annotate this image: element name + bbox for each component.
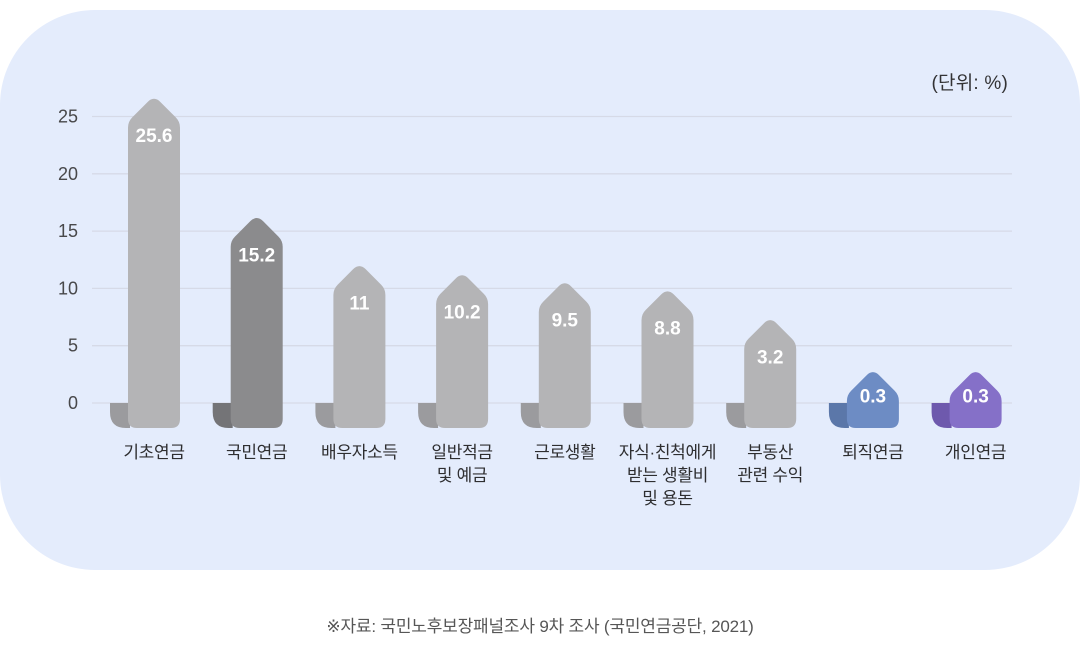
category-label: 개인연금: [901, 441, 1051, 464]
category-label: 기초연금: [79, 441, 229, 464]
bar: [846, 372, 899, 428]
category-label-line: 및 예금: [436, 466, 488, 485]
bar: [744, 320, 797, 428]
y-tick-label: 0: [68, 393, 78, 413]
category-label-line: 배우자소득: [321, 443, 398, 462]
unit-label: (단위: %): [931, 73, 1008, 94]
bar-fold: [110, 403, 130, 428]
y-tick-label: 10: [58, 278, 78, 298]
bar-fold: [828, 403, 849, 428]
category-label-line: 기초연금: [123, 443, 185, 462]
bar: [333, 266, 386, 428]
category-label-line: 근로생활: [534, 443, 596, 462]
bar-value-label: 10.2: [444, 303, 481, 324]
bar-fold: [623, 403, 644, 428]
category-label-line: 일반적금: [431, 443, 493, 462]
bar-fold: [212, 403, 233, 428]
bar-value-label: 0.3: [962, 387, 988, 408]
category-label-line: 관련 수익: [737, 466, 804, 485]
category-label: 근로생활: [490, 441, 640, 464]
category-label: 국민연금: [182, 441, 332, 464]
bar-value-label: 8.8: [654, 319, 680, 340]
bar-value-label: 15.2: [238, 245, 275, 266]
bar-value-label: 9.5: [552, 311, 579, 332]
bar-value-label: 11: [349, 293, 370, 314]
bar-fold: [418, 403, 439, 428]
bar-value-label: 25.6: [136, 126, 173, 147]
category-label-line: 받는 생활비: [626, 466, 709, 485]
y-tick-label: 20: [58, 164, 78, 184]
bar-value-label: 3.2: [757, 348, 783, 369]
y-tick-label: 15: [58, 221, 78, 241]
bar-fold: [726, 403, 747, 428]
source-note: ※자료: 국민노후보장패널조사 9차 조사 (국민연금공단, 2021): [326, 617, 754, 636]
bar: [128, 98, 180, 429]
bar: [436, 275, 489, 428]
category-label-line: 국민연금: [226, 443, 288, 462]
category-label: 배우자소득: [284, 441, 434, 464]
category-label-line: 퇴직연금: [842, 443, 904, 462]
category-label-line: 및 용돈: [642, 489, 693, 508]
bar: [538, 283, 591, 428]
category-label: 퇴직연금: [798, 441, 948, 464]
bar: [949, 372, 1002, 428]
bar-value-label: 0.3: [860, 387, 886, 408]
y-tick-label: 25: [58, 107, 78, 127]
bar-fold: [931, 403, 952, 428]
bar-fold: [315, 403, 336, 428]
y-tick-label: 5: [68, 336, 78, 356]
bar: [230, 217, 283, 428]
category-label-line: 부동산: [747, 443, 794, 462]
bar-fold: [520, 403, 541, 428]
category-label-line: 개인연금: [944, 443, 1007, 462]
bar: [641, 291, 694, 428]
category-label-line: 자식·친척에게: [618, 443, 717, 462]
chart-svg: 0 5 10 15 20 25 25.6 15.2 11 10.2 9.5 8.8 3.2 0.3 0.3: [58, 98, 1012, 429]
